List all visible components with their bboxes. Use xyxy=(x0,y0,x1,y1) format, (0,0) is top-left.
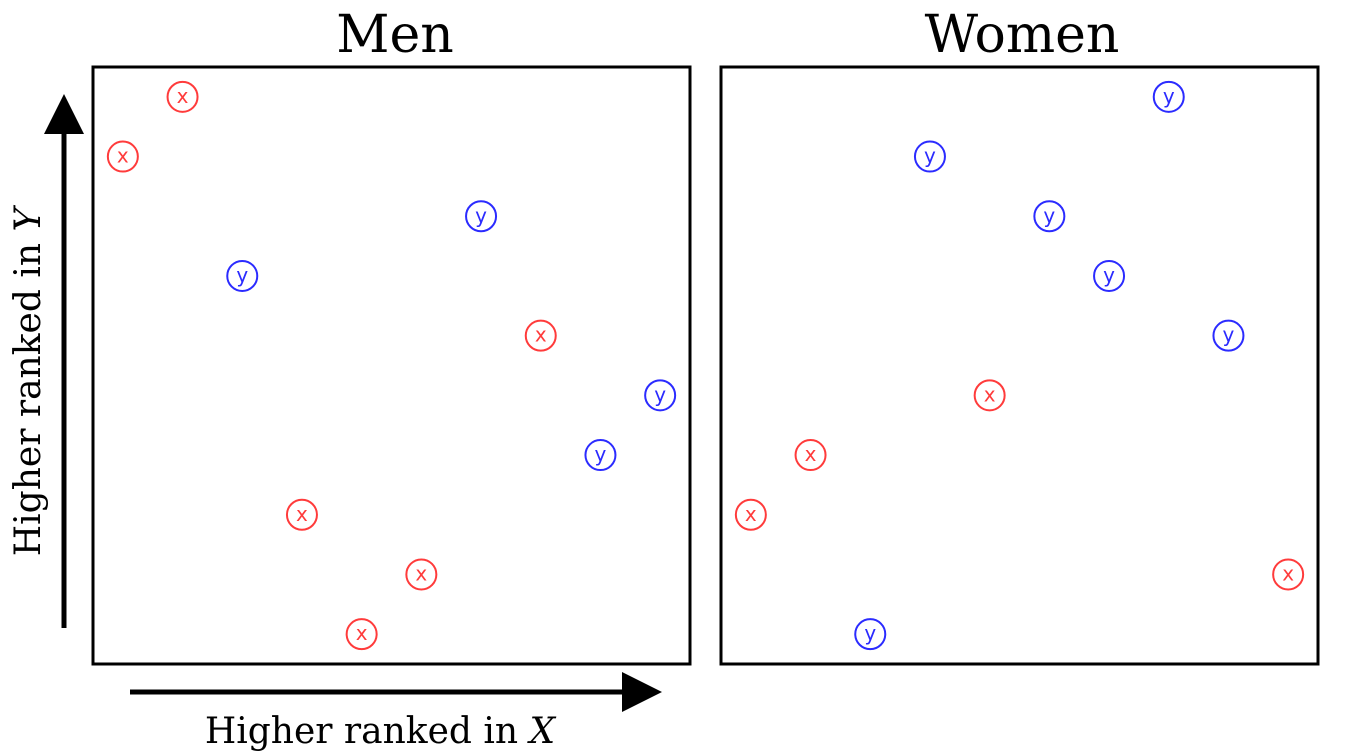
point-marker-ring xyxy=(524,319,557,352)
point-marker-ring xyxy=(285,498,318,531)
point-marker-label: x xyxy=(415,561,427,585)
point-marker-ring xyxy=(794,439,827,472)
panel-title-men: Men xyxy=(336,5,454,65)
point-marker-ring xyxy=(106,140,139,173)
point-marker-ring xyxy=(1152,80,1185,113)
point-women-y-5: y xyxy=(1212,319,1245,352)
point-women-x-0: x xyxy=(734,498,767,531)
point-marker-label: x xyxy=(805,442,817,466)
point-marker-ring xyxy=(1033,200,1066,233)
point-women-y-1: y xyxy=(913,140,946,173)
point-marker-label: x xyxy=(117,144,129,168)
point-men-x-1: x xyxy=(166,80,199,113)
point-marker-label: y xyxy=(236,263,248,287)
point-marker-ring xyxy=(1093,259,1126,292)
point-marker-ring xyxy=(854,618,887,651)
point-women-y-4: y xyxy=(1152,80,1185,113)
point-men-x-2: x xyxy=(285,498,318,531)
point-marker-ring xyxy=(1212,319,1245,352)
point-marker-ring xyxy=(913,140,946,173)
point-men-y-2: y xyxy=(584,439,617,472)
x-axis-label: Higher ranked in X xyxy=(205,711,557,752)
plot-frame-men xyxy=(91,65,692,666)
point-marker-ring xyxy=(734,498,767,531)
point-marker-ring xyxy=(226,259,259,292)
point-marker-ring xyxy=(584,439,617,472)
point-marker-label: y xyxy=(475,203,487,227)
point-marker-label: x xyxy=(535,323,547,347)
point-marker-ring xyxy=(166,80,199,113)
point-women-x-2: x xyxy=(973,379,1006,412)
y-axis-label: Higher ranked in Y xyxy=(8,205,49,557)
point-marker-label: y xyxy=(1103,263,1115,287)
point-marker-label: x xyxy=(177,84,189,108)
point-men-x-3: x xyxy=(345,618,378,651)
point-marker-label: y xyxy=(1223,323,1235,347)
x-axis-variable: X xyxy=(527,711,557,752)
point-marker-ring xyxy=(973,379,1006,412)
point-marker-label: x xyxy=(356,621,368,645)
point-men-y-0: y xyxy=(226,259,259,292)
point-marker-label: y xyxy=(1163,84,1175,108)
point-marker-label: x xyxy=(984,382,996,406)
point-marker-label: y xyxy=(654,382,666,406)
points-women: x x x x y y y y y y xyxy=(734,80,1305,651)
point-marker-ring xyxy=(465,200,498,233)
point-men-x-0: x xyxy=(106,140,139,173)
point-marker-ring xyxy=(644,379,677,412)
y-axis-label-text: Higher ranked in xyxy=(8,243,49,556)
panel-title-women: Women xyxy=(925,5,1120,65)
point-women-y-2: y xyxy=(1033,200,1066,233)
point-marker-ring xyxy=(345,618,378,651)
point-marker-label: x xyxy=(1282,561,1294,585)
point-men-x-4: x xyxy=(405,558,438,591)
point-women-y-0: y xyxy=(854,618,887,651)
point-men-y-3: y xyxy=(644,379,677,412)
plot-frame-women xyxy=(719,65,1320,666)
point-marker-label: y xyxy=(924,144,936,168)
point-marker-ring xyxy=(405,558,438,591)
point-women-x-3: x xyxy=(1272,558,1305,591)
points-men: x x x x x x y y y y xyxy=(106,80,677,651)
x-axis-label-text: Higher ranked in xyxy=(205,711,518,752)
point-marker-label: y xyxy=(864,621,876,645)
point-men-y-1: y xyxy=(465,200,498,233)
y-axis-variable: Y xyxy=(8,205,49,232)
point-women-x-1: x xyxy=(794,439,827,472)
point-marker-label: y xyxy=(595,442,607,466)
point-marker-label: y xyxy=(1043,203,1055,227)
point-men-x-5: x xyxy=(524,319,557,352)
point-marker-label: x xyxy=(745,502,757,526)
point-women-y-3: y xyxy=(1093,259,1126,292)
point-marker-label: x xyxy=(296,502,308,526)
point-marker-ring xyxy=(1272,558,1305,591)
